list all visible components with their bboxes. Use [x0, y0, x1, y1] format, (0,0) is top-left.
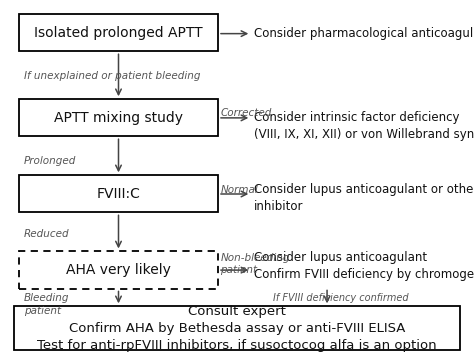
Text: Consider pharmacological anticoagulants: Consider pharmacological anticoagulants — [254, 27, 474, 40]
Text: Reduced: Reduced — [24, 229, 69, 239]
FancyBboxPatch shape — [19, 99, 218, 136]
Text: APTT mixing study: APTT mixing study — [54, 111, 183, 125]
Text: Isolated prolonged APTT: Isolated prolonged APTT — [34, 26, 203, 40]
Text: Corrected: Corrected — [220, 108, 272, 118]
FancyBboxPatch shape — [19, 14, 218, 51]
FancyBboxPatch shape — [19, 251, 218, 289]
Text: If FVIII deficiency confirmed: If FVIII deficiency confirmed — [273, 293, 408, 303]
Text: Normal: Normal — [220, 185, 258, 195]
Text: Consider lupus anticoagulant
Confirm FVIII deficiency by chromogenic assay: Consider lupus anticoagulant Confirm FVI… — [254, 251, 474, 281]
Text: FVIII:C: FVIII:C — [97, 187, 140, 201]
Text: Non-bleeding
patient: Non-bleeding patient — [220, 252, 290, 275]
FancyBboxPatch shape — [14, 306, 460, 350]
FancyBboxPatch shape — [19, 175, 218, 212]
Text: Prolonged: Prolonged — [24, 156, 76, 166]
Text: Consult expert
Confirm AHA by Bethesda assay or anti-FVIII ELISA
Test for anti-r: Consult expert Confirm AHA by Bethesda a… — [37, 305, 437, 352]
Text: If unexplained or patient bleeding: If unexplained or patient bleeding — [24, 71, 200, 81]
Text: Consider intrinsic factor deficiency
(VIII, IX, XI, XII) or von Willebrand syndr: Consider intrinsic factor deficiency (VI… — [254, 111, 474, 141]
Text: AHA very likely: AHA very likely — [66, 263, 171, 277]
Text: Bleeding
patient: Bleeding patient — [24, 293, 69, 316]
Text: Consider lupus anticoagulant or other
inhibitor: Consider lupus anticoagulant or other in… — [254, 183, 474, 213]
